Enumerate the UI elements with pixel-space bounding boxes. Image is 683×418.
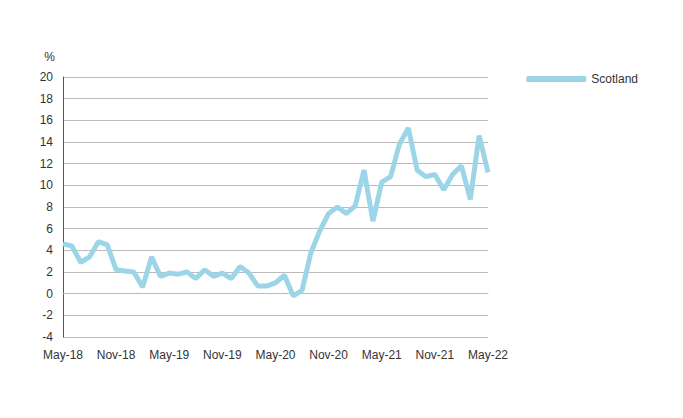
svg-text:May-22: May-22 xyxy=(468,348,508,362)
svg-text:8: 8 xyxy=(46,200,53,214)
svg-text:Nov-18: Nov-18 xyxy=(97,348,136,362)
svg-text:May-21: May-21 xyxy=(362,348,402,362)
svg-text:Scotland: Scotland xyxy=(591,72,638,86)
svg-text:May-19: May-19 xyxy=(149,348,189,362)
svg-text:Nov-19: Nov-19 xyxy=(203,348,242,362)
svg-text:4: 4 xyxy=(46,243,53,257)
svg-text:0: 0 xyxy=(46,287,53,301)
svg-text:10: 10 xyxy=(40,178,54,192)
svg-text:-4: -4 xyxy=(42,330,53,344)
svg-text:6: 6 xyxy=(46,222,53,236)
svg-text:Nov-21: Nov-21 xyxy=(416,348,455,362)
svg-text:%: % xyxy=(44,50,55,64)
svg-text:18: 18 xyxy=(40,92,54,106)
svg-text:Nov-20: Nov-20 xyxy=(309,348,348,362)
svg-text:2: 2 xyxy=(46,265,53,279)
svg-text:12: 12 xyxy=(40,157,54,171)
svg-text:May-18: May-18 xyxy=(43,348,83,362)
svg-text:16: 16 xyxy=(40,113,54,127)
svg-text:-2: -2 xyxy=(42,308,53,322)
svg-text:14: 14 xyxy=(40,135,54,149)
svg-text:20: 20 xyxy=(40,70,54,84)
svg-text:May-20: May-20 xyxy=(255,348,295,362)
